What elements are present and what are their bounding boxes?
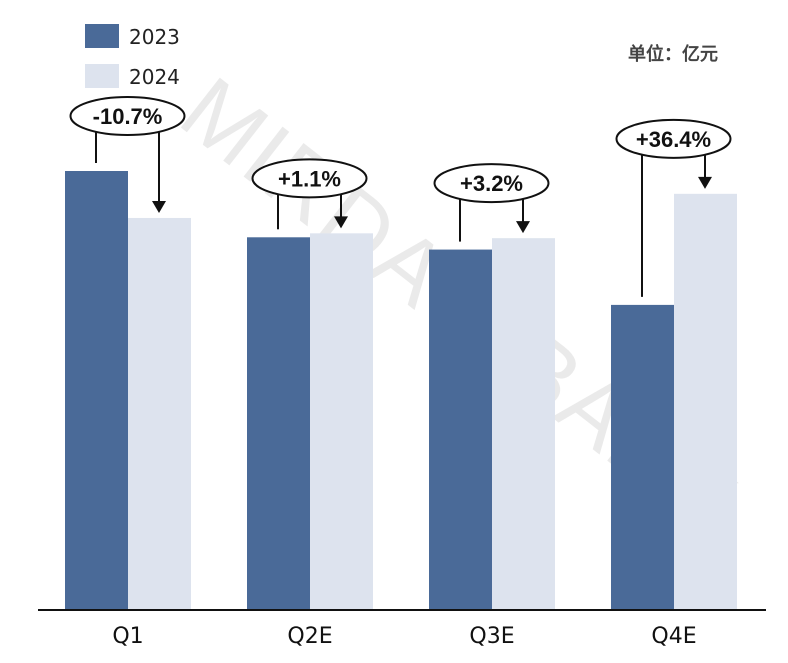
x-tick-q3e: Q3E xyxy=(469,624,514,649)
legend-swatch-2024 xyxy=(85,64,119,88)
change-label-q4e: +36.4% xyxy=(636,127,711,152)
bar-2023-q1 xyxy=(65,171,128,610)
change-label-q1: -10.7% xyxy=(93,104,163,129)
x-tick-q1: Q1 xyxy=(112,624,143,649)
change-bubble-q2e xyxy=(251,158,368,199)
bar-2023-q3e xyxy=(429,249,492,610)
change-bubble-q1 xyxy=(69,96,186,136)
legend-swatch-2023 xyxy=(85,24,119,48)
x-axis-ticks: Q1 Q2E Q3E Q4E xyxy=(112,624,696,649)
change-arrowhead-q3e xyxy=(516,221,530,234)
change-label-q2e: +1.1% xyxy=(278,166,341,191)
change-bubble-q3e xyxy=(433,163,550,204)
bar-2024-q2e xyxy=(310,233,373,610)
legend-label-2024: 2024 xyxy=(129,65,180,89)
change-bubble-q4e xyxy=(615,118,732,159)
change-arrowhead-q1 xyxy=(152,200,166,213)
bar-2023-q4e xyxy=(611,304,674,610)
bar-2024-q1 xyxy=(128,217,191,610)
change-arrowhead-q4e xyxy=(698,176,712,189)
change-arrowhead-q2e xyxy=(334,216,348,229)
bar-2024-q3e xyxy=(492,238,555,611)
x-tick-q2e: Q2E xyxy=(287,624,332,649)
bar-2023-q2e xyxy=(247,237,310,610)
change-annotations: -10.7% +1.1% +3.2% +36.4% xyxy=(69,96,732,297)
legend: 2023 2024 xyxy=(85,24,180,89)
unit-label: 单位：亿元 xyxy=(628,43,718,65)
bar-2024-q4e xyxy=(674,193,737,610)
bars-group xyxy=(65,171,737,611)
x-tick-q4e: Q4E xyxy=(651,624,696,649)
legend-label-2023: 2023 xyxy=(129,25,180,49)
change-label-q3e: +3.2% xyxy=(460,171,523,196)
